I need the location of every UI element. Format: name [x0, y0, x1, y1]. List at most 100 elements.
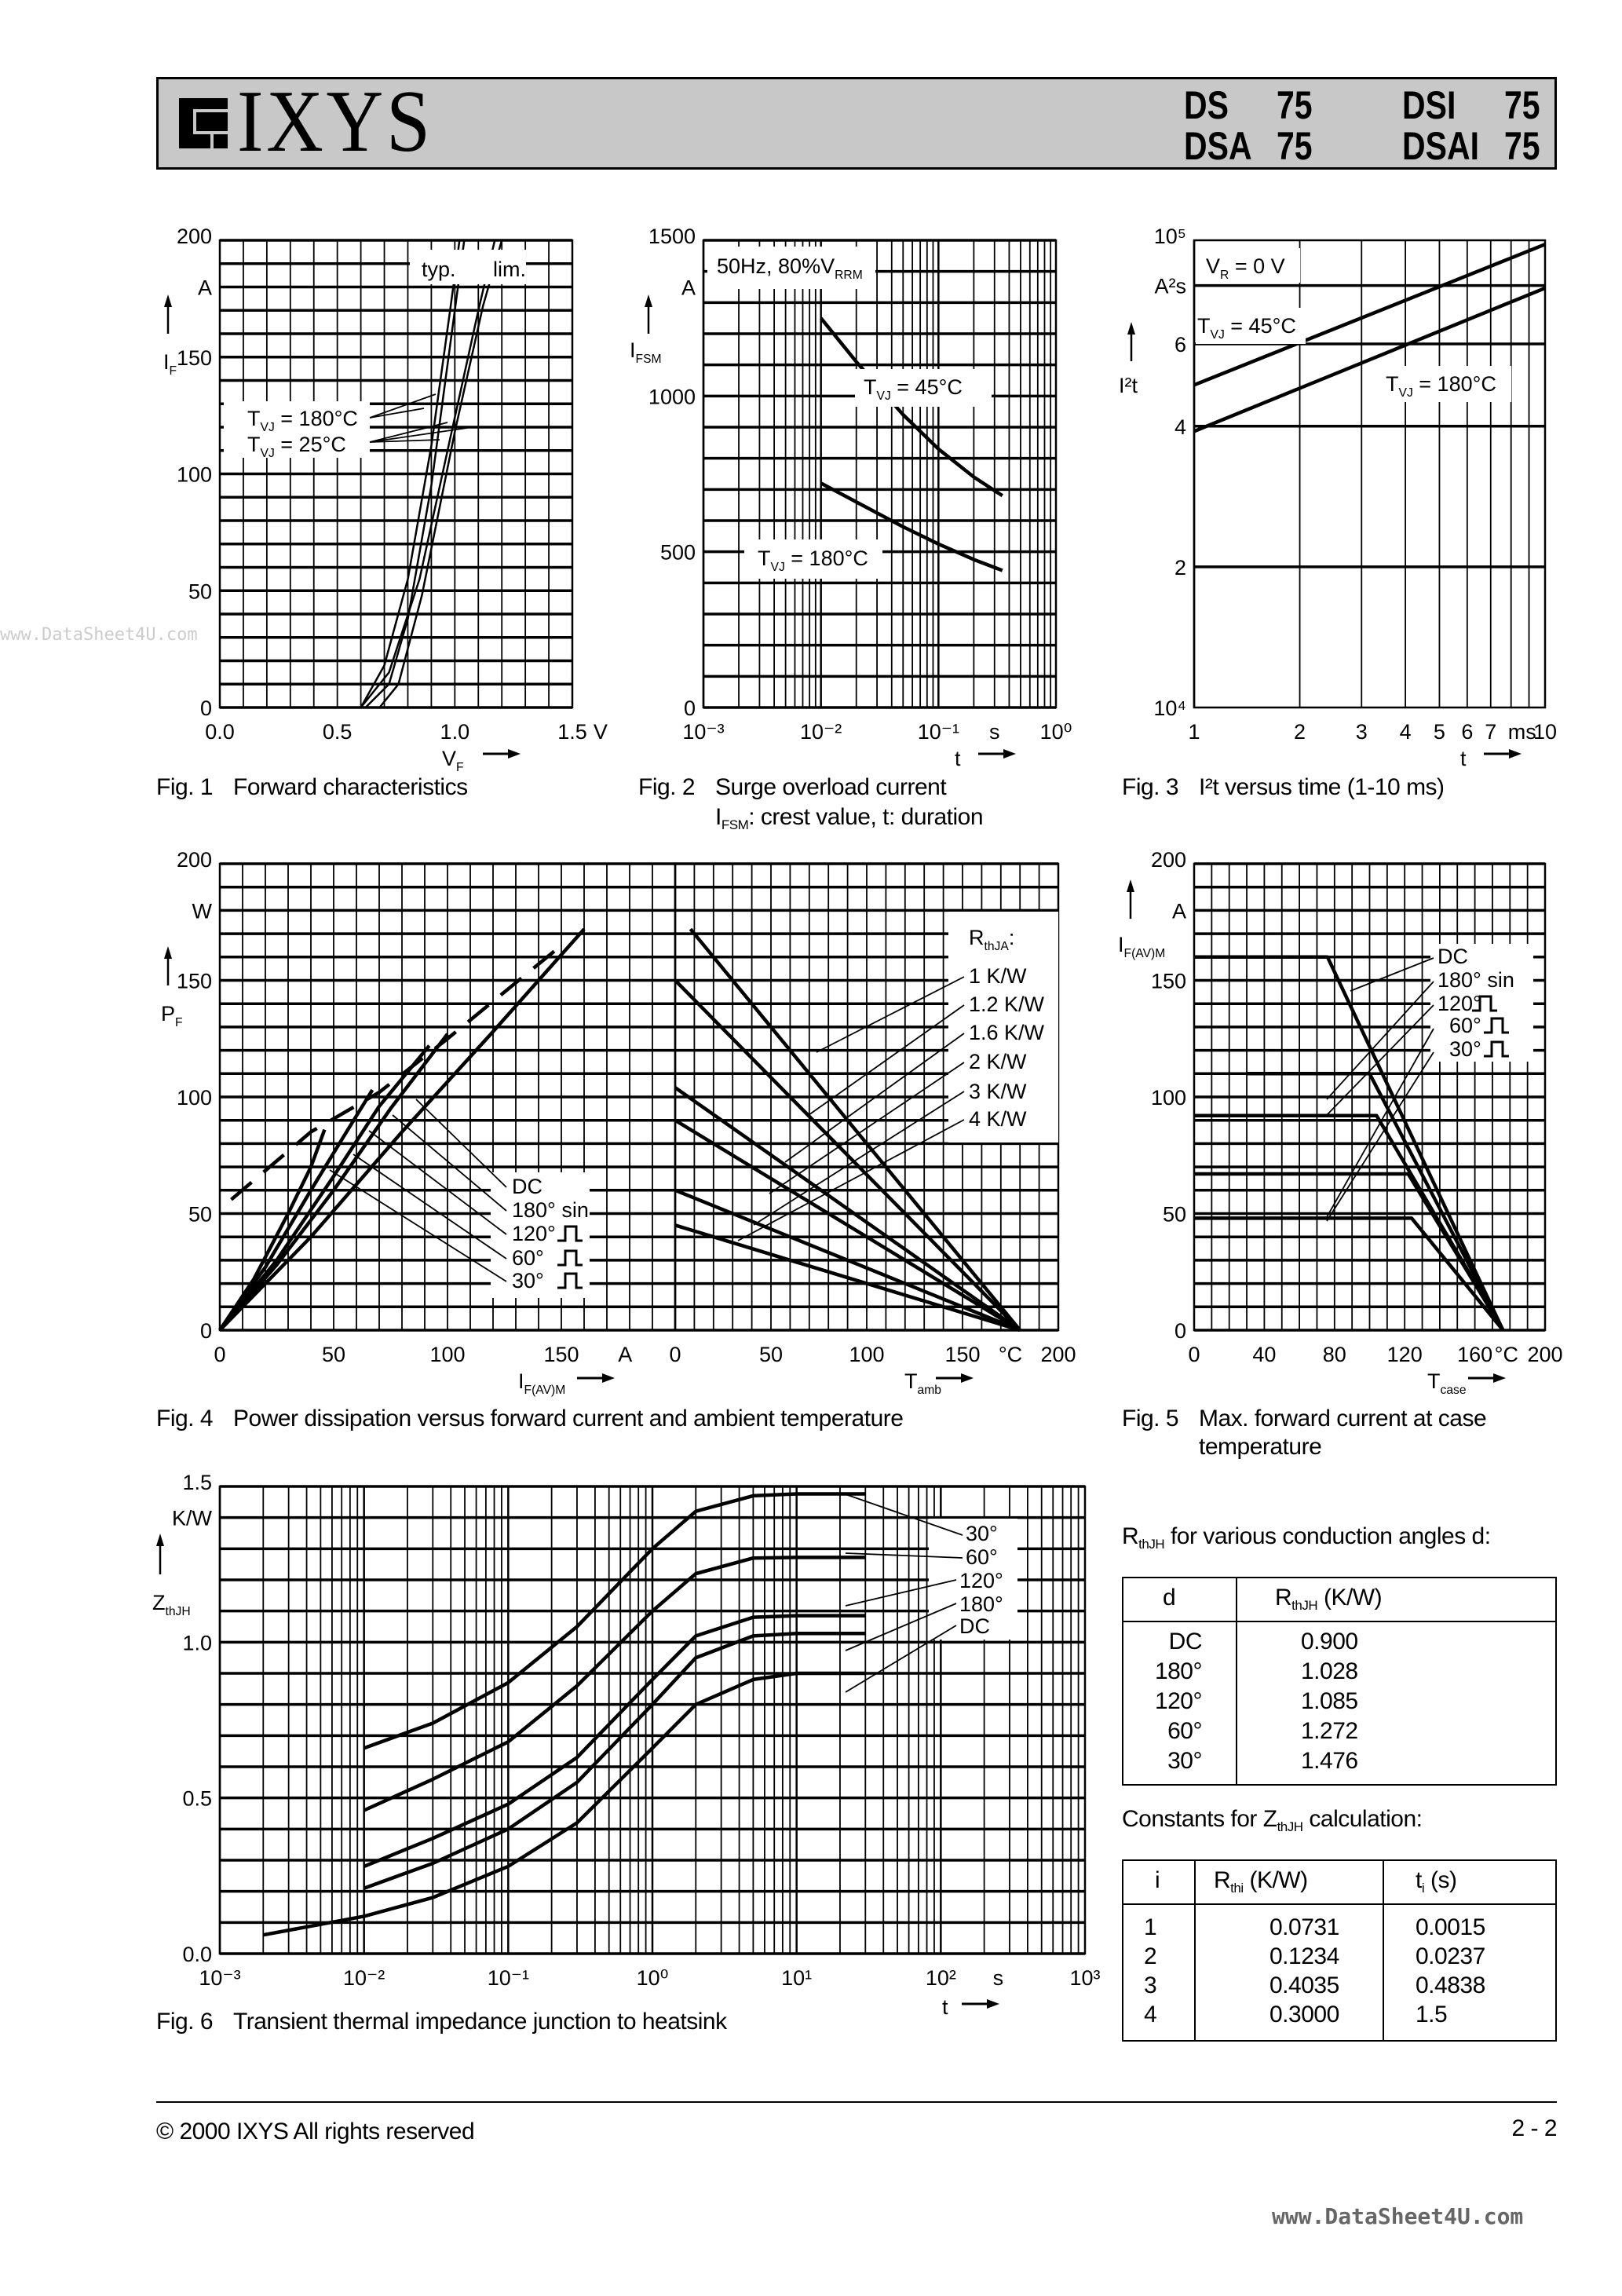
label-part: 60° [966, 1545, 998, 1569]
watermark: www.DataSheet4U.com [1272, 2203, 1524, 2229]
logo-mark-square [196, 112, 228, 131]
symbol: R [1275, 1585, 1292, 1610]
subscript: F [175, 1016, 183, 1029]
x-axis-label: t [942, 1995, 948, 2019]
series-line-1 [1247, 1072, 1505, 1332]
annotation: 30° [512, 1269, 544, 1292]
fig-title: Surge overload current [715, 774, 947, 800]
series-line-2 [363, 1614, 866, 1868]
rth-table: d RthJH (K/W) DC 0.900 180° 1.028 120° 1.085 6… [1122, 1577, 1557, 1786]
table-cell: 60° [1167, 1718, 1202, 1744]
logo-mark-bottom [179, 134, 210, 148]
part-number: DSI [1402, 83, 1456, 127]
fig-title: Power dissipation versus forward current… [233, 1406, 904, 1431]
table-cell: 0.4838 [1416, 1972, 1485, 1998]
caption-fig4: Fig. 4 Power dissipation versus forward c… [156, 1406, 904, 1432]
x-tick-label: 5 [1434, 720, 1445, 744]
table-cell: 1.5 [1416, 2002, 1448, 2027]
column-header-rthi: Rthi (K/W) [1214, 1867, 1308, 1896]
subscript: F [456, 761, 464, 774]
caption-fig5-line2: temperature [1199, 1434, 1322, 1460]
x-tick-label: 10⁻³ [199, 1966, 240, 1990]
y-tick-label: 150 [1151, 970, 1186, 993]
label-part: 2 K/W [969, 1050, 1027, 1073]
grid [702, 239, 1056, 709]
subscript: amb [918, 1384, 942, 1397]
annotation: 1.6 K/W [969, 1021, 1045, 1044]
arrow-up-icon [164, 294, 172, 307]
plot-frame [218, 239, 574, 709]
annotation: DC [959, 1614, 990, 1638]
x-axis-label: t [1460, 747, 1467, 770]
label-part: Z [152, 1591, 166, 1614]
x-tick-label: 200 [1040, 1343, 1076, 1366]
label-part: I [1118, 933, 1124, 956]
label-part: T [1197, 314, 1211, 338]
fig-number: Fig. 2 [638, 774, 696, 800]
label-part: typ. [422, 258, 456, 281]
caption-fig2: Fig. 2 Surge overload current [638, 774, 947, 801]
column-header-i: i [1155, 1867, 1160, 1893]
x-tick-label: 40 [1252, 1343, 1276, 1366]
label-part: = 180°C [785, 547, 868, 570]
symbol: R [1122, 1523, 1139, 1549]
label-box [948, 912, 1058, 1143]
label-part: = 45°C [891, 375, 963, 399]
x-tick-label: 3 [1356, 720, 1368, 744]
leader-line [392, 1114, 507, 1212]
annotation: 180° sin [1438, 968, 1514, 992]
const-table: i Rthi (K/W) ti (s) 1 0.0731 0.0015 2 0.1234… [1122, 1859, 1557, 2042]
symbol: I [715, 804, 721, 830]
x-tick-label: 10³ [1069, 1966, 1100, 1990]
series-line-5 [674, 1223, 1021, 1333]
leader-line [369, 439, 440, 443]
annotation: 1.2 K/W [969, 993, 1045, 1016]
subscript: VJ [1399, 386, 1413, 400]
table-cell: 1.085 [1301, 1688, 1358, 1714]
series-line-3 [218, 1088, 374, 1332]
square-pulse-icon [1472, 995, 1497, 1012]
series-line-4 [262, 1671, 866, 1937]
title-text: Constants for Z [1122, 1806, 1277, 1832]
leader-line [753, 1091, 965, 1226]
y-tick-label: 10⁴ [1153, 696, 1186, 720]
column-header-ti: ti (s) [1416, 1867, 1457, 1896]
table-cell: 2 [1144, 1943, 1157, 1969]
arrow-up-icon [164, 946, 172, 959]
footer-rule [156, 2101, 1557, 2103]
annotation: 50Hz, 80%VRRM [717, 254, 863, 282]
y-tick-label: A [681, 276, 696, 300]
label-box [491, 1172, 590, 1298]
subscript: i [1421, 1881, 1425, 1896]
table-cell: 4 [1144, 2002, 1157, 2027]
leader-line [369, 427, 468, 443]
unit: (K/W) [1317, 1585, 1383, 1610]
leader-line [329, 1169, 507, 1282]
fig-title-line2: : crest value, t: duration [748, 804, 984, 830]
series-line-0 [819, 316, 1004, 498]
annotation: 30° [1449, 1037, 1481, 1061]
subscript: FSM [636, 353, 662, 366]
label-part: t [942, 1995, 948, 2019]
table-cell: 30° [1167, 1748, 1202, 1774]
x-tick-label: 10⁻² [343, 1966, 385, 1990]
x-tick-label: 50 [759, 1343, 783, 1366]
y-tick-label: 0.0 [182, 1943, 212, 1966]
chart-fig6: 30°60°120°180°DC 10⁻³ 10⁻² 10⁻¹ 10⁰ 10¹ 10² s 10… [152, 1471, 1101, 2019]
part-number: 75 [1277, 83, 1313, 127]
y-axis-label: I²t [1119, 374, 1138, 397]
annotation: TVJ = 45°C [864, 375, 963, 403]
label-part: lim. [493, 258, 526, 281]
subscript: thi [1230, 1881, 1244, 1896]
label-part: DC [959, 1614, 990, 1638]
label-part: = 45°C [1225, 314, 1296, 338]
annotation: typ. [422, 258, 456, 281]
label-part: I [163, 350, 170, 374]
title-text: calculation: [1302, 1806, 1423, 1832]
part-number: 75 [1504, 124, 1540, 168]
x-axis-label: Tcase [1427, 1369, 1467, 1397]
label-box [1430, 944, 1533, 1062]
x-tick-label: 6 [1461, 720, 1473, 744]
label-part: T [247, 407, 261, 430]
